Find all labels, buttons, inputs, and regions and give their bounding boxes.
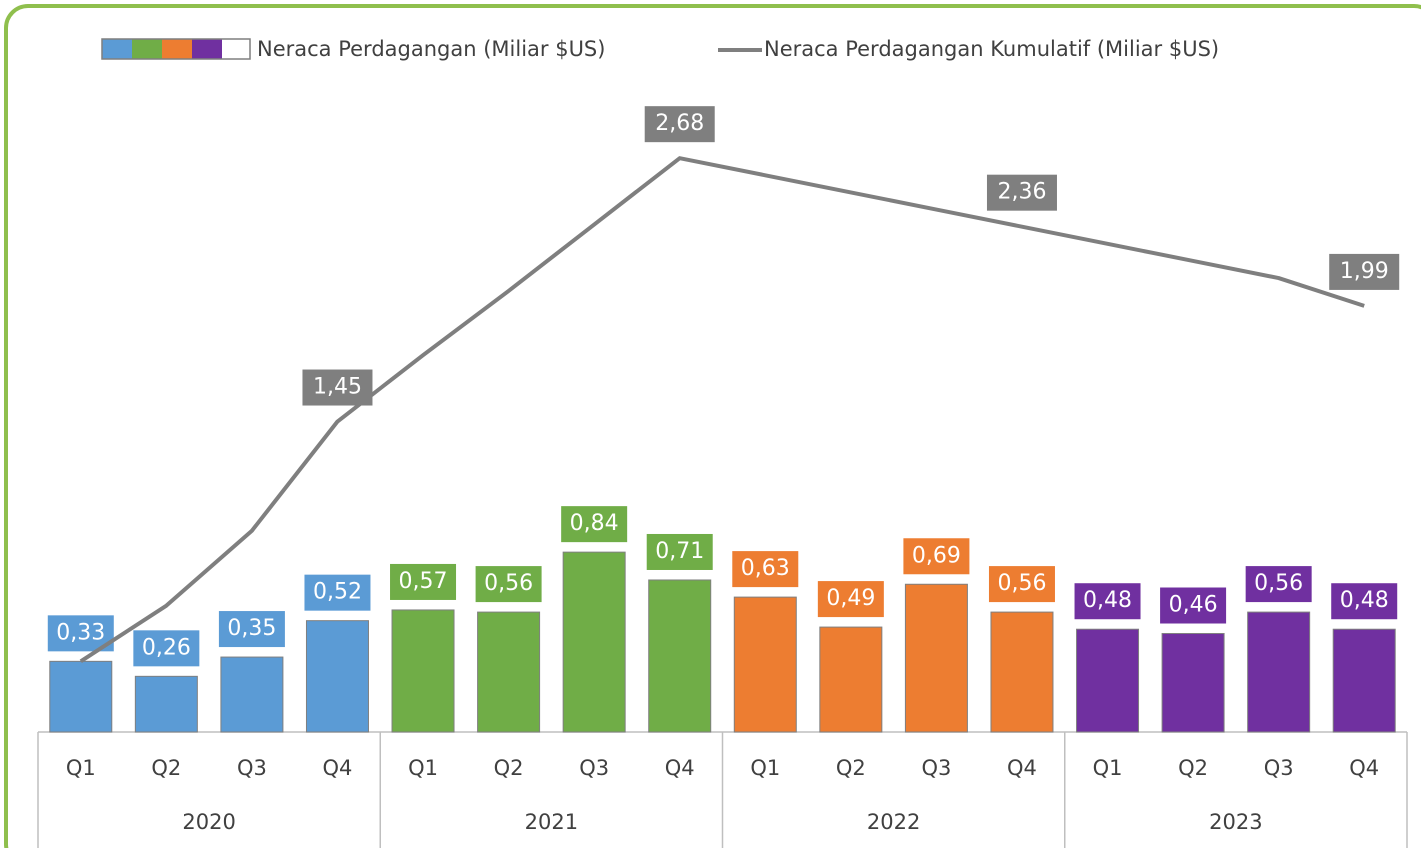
legend-label: Neraca Perdagangan Kumulatif (Miliar $US… — [764, 37, 1219, 61]
group-label: 2022 — [867, 810, 920, 834]
data-label: 1,99 — [1340, 259, 1389, 284]
group-label: 2021 — [525, 810, 578, 834]
bar — [990, 611, 1054, 733]
data-label: 0,84 — [570, 511, 619, 536]
x-tick-label: Q2 — [1178, 756, 1208, 780]
x-tick-label: Q3 — [237, 756, 267, 780]
bar — [1247, 611, 1311, 733]
x-tick-label: Q1 — [66, 756, 96, 780]
data-label-bg — [988, 566, 1055, 603]
legend-label: Neraca Perdagangan (Miliar $US) — [257, 37, 605, 61]
bar — [134, 675, 198, 733]
x-tick-label: Q4 — [665, 756, 695, 780]
data-label-bg — [133, 630, 200, 667]
data-label-bg — [304, 574, 371, 611]
data-label-bg — [732, 551, 799, 588]
x-tick-label: Q3 — [921, 756, 951, 780]
legend-swatch — [102, 39, 132, 59]
x-tick-label: Q1 — [1093, 756, 1123, 780]
data-label-bg — [475, 566, 542, 603]
x-tick-label: Q2 — [836, 756, 866, 780]
data-label: 1,45 — [313, 375, 362, 400]
data-label: 0,48 — [1340, 588, 1389, 613]
data-label-bg — [817, 581, 884, 618]
bar — [1332, 628, 1396, 733]
data-label: 0,35 — [227, 616, 276, 641]
data-label: 0,56 — [997, 571, 1046, 596]
bar — [305, 620, 369, 733]
x-tick-label: Q4 — [1007, 756, 1037, 780]
data-label: 0,56 — [1254, 571, 1303, 596]
bar — [648, 579, 712, 733]
data-label-bg — [390, 563, 457, 600]
data-label-bg — [646, 533, 713, 570]
group-label: 2020 — [182, 810, 235, 834]
data-label: 0,52 — [313, 580, 362, 605]
data-label: 0,26 — [142, 635, 191, 660]
x-tick-label: Q1 — [408, 756, 438, 780]
data-label-bg — [986, 174, 1057, 211]
data-label-bg — [1160, 587, 1227, 624]
data-label-bg — [561, 506, 628, 543]
data-label: 0,57 — [399, 569, 448, 594]
legend-swatch — [132, 39, 162, 59]
data-label: 0,71 — [655, 539, 704, 564]
data-label: 0,49 — [826, 586, 875, 611]
group-label: 2023 — [1209, 810, 1262, 834]
data-label-bg — [644, 106, 715, 143]
bar — [733, 596, 797, 733]
data-label-bg — [1331, 583, 1398, 620]
bar — [904, 583, 968, 733]
x-tick-label: Q2 — [151, 756, 181, 780]
x-tick-label: Q4 — [1349, 756, 1379, 780]
legend-swatch-outline — [101, 38, 251, 60]
data-label: 2,68 — [655, 111, 704, 136]
data-label-bg — [1074, 583, 1141, 620]
data-label-bg — [1329, 253, 1400, 290]
bar — [1161, 633, 1225, 733]
line — [79, 156, 1365, 664]
data-label: 0,56 — [484, 571, 533, 596]
data-label-bg — [903, 538, 970, 575]
data-label: 0,63 — [741, 556, 790, 581]
bar — [391, 609, 455, 733]
data-label-bg — [218, 611, 285, 648]
bar — [49, 660, 113, 733]
data-label-bg — [302, 369, 373, 406]
x-tick-label: Q2 — [494, 756, 524, 780]
data-label-bg — [1245, 566, 1312, 603]
data-label: 0,33 — [56, 620, 105, 645]
data-label: 2,36 — [997, 180, 1046, 205]
frame — [4, 4, 1421, 848]
x-tick-label: Q1 — [750, 756, 780, 780]
legend-swatch — [192, 39, 222, 59]
legend-swatch — [162, 39, 192, 59]
bar — [819, 626, 883, 733]
x-tick-label: Q4 — [323, 756, 353, 780]
x-tick-label: Q3 — [1264, 756, 1294, 780]
bar — [562, 551, 626, 733]
data-label: 0,48 — [1083, 588, 1132, 613]
data-label: 0,69 — [912, 543, 961, 568]
bar — [220, 656, 284, 733]
bar — [1076, 628, 1140, 733]
x-tick-label: Q3 — [579, 756, 609, 780]
data-label: 0,46 — [1169, 593, 1218, 618]
bar — [477, 611, 541, 733]
